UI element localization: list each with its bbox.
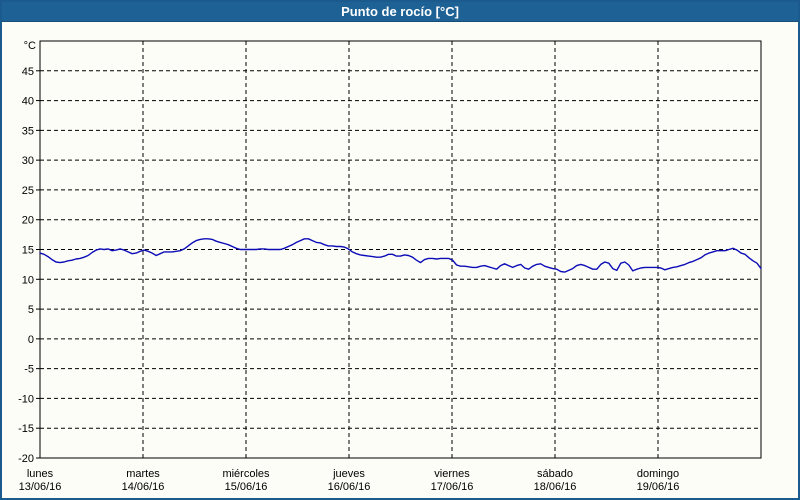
y-tick-label: 20 (22, 215, 34, 227)
y-tick-label: 30 (22, 155, 34, 167)
x-day-name-label: jueves (332, 468, 365, 480)
x-day-date-label: 15/06/16 (225, 481, 268, 493)
y-tick-label: 5 (28, 304, 34, 316)
y-tick-label: 35 (22, 125, 34, 137)
x-day-name-label: domingo (637, 468, 679, 480)
x-day-date-label: 16/06/16 (328, 481, 371, 493)
chart-title: Punto de rocío [°C] (341, 4, 459, 19)
x-day-date-label: 14/06/16 (122, 481, 165, 493)
y-tick-label: 25 (22, 185, 34, 197)
y-tick-label: 15 (22, 245, 34, 257)
y-tick-label: -20 (18, 453, 34, 465)
y-tick-label: 45 (22, 66, 34, 78)
x-day-name-label: martes (126, 468, 160, 480)
series-line (39, 238, 762, 273)
x-day-date-label: 13/06/16 (19, 481, 62, 493)
x-day-date-label: 18/06/16 (534, 481, 577, 493)
title-bar: Punto de rocío [°C] (2, 2, 798, 22)
y-tick-label: -10 (18, 393, 34, 405)
y-tick-label: -5 (24, 364, 34, 376)
x-day-name-label: sábado (537, 468, 573, 480)
plot-frame (39, 40, 762, 459)
x-day-date-label: 17/06/16 (431, 481, 474, 493)
y-tick-label: 10 (22, 274, 34, 286)
x-day-name-label: viernes (434, 468, 470, 480)
x-day-name-label: lunes (27, 468, 54, 480)
y-tick-label: 0 (28, 334, 34, 346)
y-tick-label: -15 (18, 423, 34, 435)
x-day-name-label: miércoles (222, 468, 270, 480)
y-tick-label: 40 (22, 96, 34, 108)
x-day-date-label: 19/06/16 (637, 481, 680, 493)
y-axis-unit-label: °C (24, 40, 36, 52)
